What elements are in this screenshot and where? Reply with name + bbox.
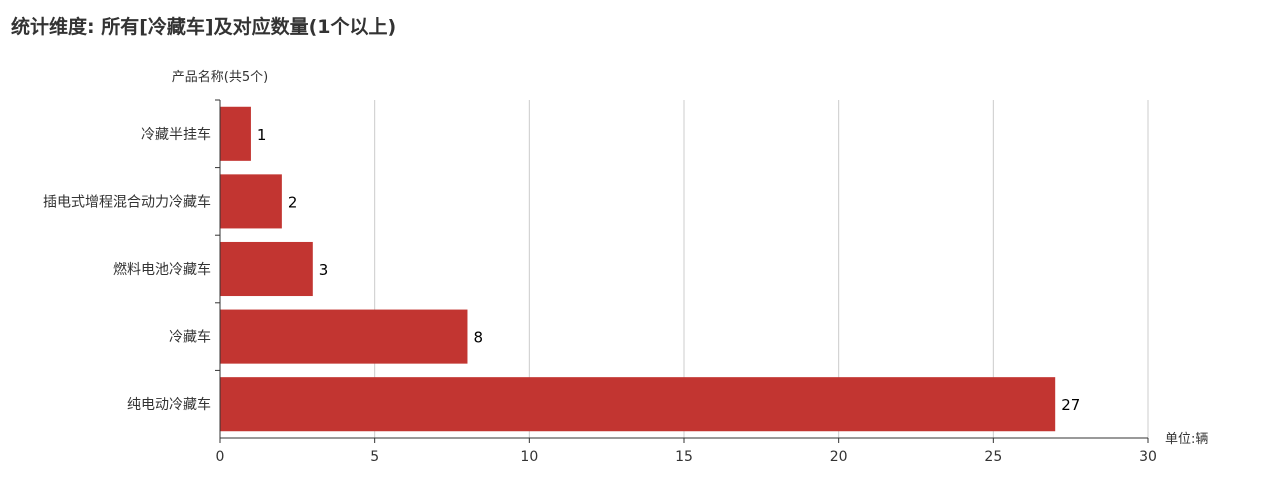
x-tick-label: 30 <box>1139 449 1157 465</box>
data-label: 1 <box>257 126 267 144</box>
x-tick-label: 25 <box>984 449 1002 465</box>
data-label: 8 <box>473 329 483 347</box>
x-tick-label: 5 <box>370 449 379 465</box>
category-label: 冷藏车 <box>169 329 211 346</box>
data-label: 2 <box>288 193 298 211</box>
x-tick-label: 20 <box>830 449 848 465</box>
x-tick-label: 0 <box>216 449 225 465</box>
y-axis-title: 产品名称(共5个) <box>172 69 268 85</box>
chart-title: 统计维度: 所有[冷藏车]及对应数量(1个以上) <box>11 16 397 38</box>
category-label: 燃料电池冷藏车 <box>113 261 211 278</box>
category-label: 冷藏半挂车 <box>141 126 211 143</box>
bar <box>220 241 313 297</box>
bar <box>220 174 282 229</box>
bar <box>220 106 251 161</box>
category-label: 插电式增程混合动力冷藏车 <box>43 193 211 210</box>
category-label: 纯电动冷藏车 <box>127 396 211 413</box>
bar <box>220 309 468 364</box>
x-tick-label: 10 <box>520 449 538 465</box>
x-axis-title: 单位:辆 <box>1165 432 1208 447</box>
bar <box>220 377 1056 432</box>
x-tick-label: 15 <box>675 449 693 465</box>
data-label: 27 <box>1061 396 1080 414</box>
data-label: 3 <box>319 261 329 279</box>
